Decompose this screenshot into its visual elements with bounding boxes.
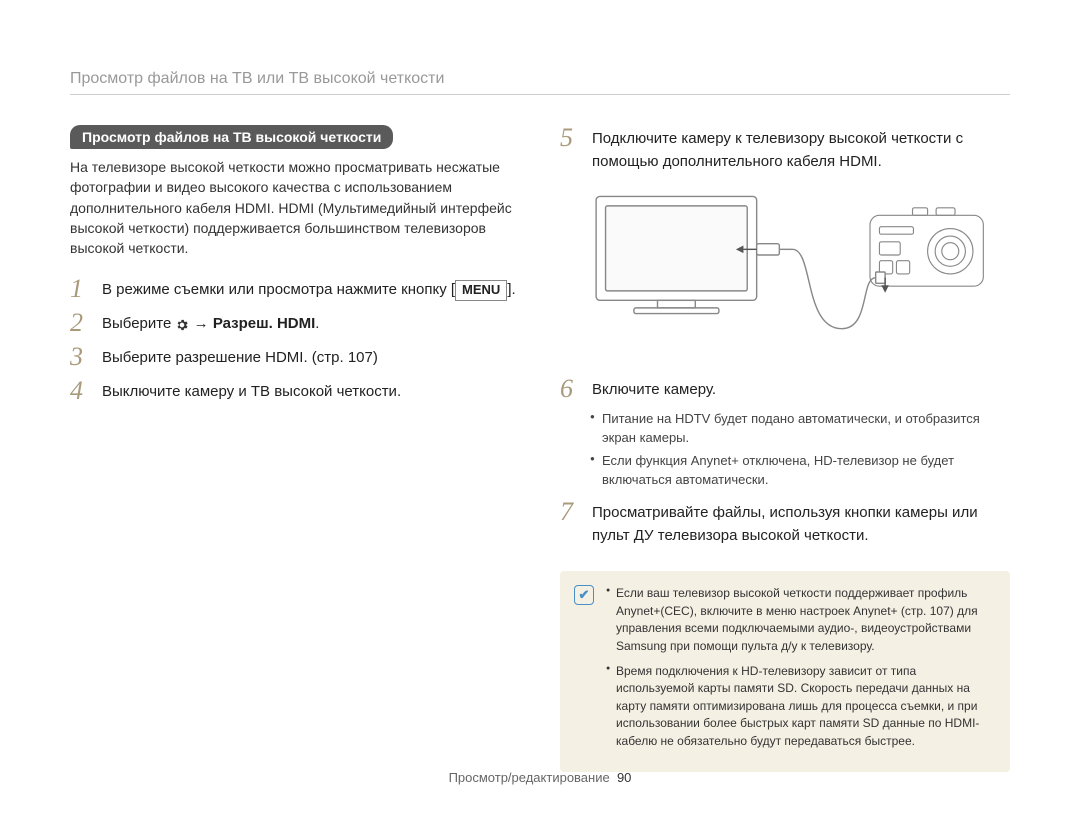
step-number: 3 [70,344,90,370]
step-text: В режиме съемки или просмотра нажмите кн… [102,276,516,302]
section-title-badge: Просмотр файлов на ТВ высокой четкости [70,125,393,149]
right-column: 5 Подключите камеру к телевизору высокой… [560,125,1010,772]
note-box: ✔ Если ваш телевизор высокой четкости по… [560,571,1010,772]
step-number: 4 [70,378,90,404]
step-2-post: . [315,315,319,332]
step-text: Включите камеру. [592,376,716,402]
step-2-pre: Выберите [102,315,175,332]
step-text: Выберите → Разреш. HDMI. [102,310,319,336]
bullet-item: Если функция Anynet+ отключена, HD-телев… [590,452,1010,490]
step-number: 6 [560,376,580,402]
step-text: Просматривайте файлы, используя кнопки к… [592,499,1010,547]
step-text: Выберите разрешение HDMI. (стр. 107) [102,344,378,370]
page-number: 90 [617,770,631,785]
step-1: 1 В режиме съемки или просмотра нажмите … [70,276,520,302]
note-item: Время подключения к HD-телевизору зависи… [606,663,994,750]
step-number: 2 [70,310,90,336]
note-list: Если ваш телевизор высокой четкости подд… [606,585,994,758]
footer-label: Просмотр/редактирование [449,770,610,785]
intro-paragraph: На телевизоре высокой четкости можно про… [70,157,520,258]
info-icon: ✔ [574,585,594,605]
connection-diagram [560,187,1010,357]
page-header: Просмотр файлов на ТВ или ТВ высокой чет… [70,70,1010,95]
step-number: 5 [560,125,580,151]
step-3: 3 Выберите разрешение HDMI. (стр. 107) [70,344,520,370]
step-1-post: . [512,281,516,298]
left-column: Просмотр файлов на ТВ высокой четкости Н… [70,125,520,772]
step-number: 1 [70,276,90,302]
content-columns: Просмотр файлов на ТВ высокой четкости Н… [70,125,1010,772]
step-2: 2 Выберите → Разреш. HDMI. [70,310,520,336]
step-1-pre: В режиме съемки или просмотра нажмите кн… [102,281,451,298]
step-6-bullets: Питание на HDTV будет подано автоматичес… [560,410,1010,489]
step-number: 7 [560,499,580,525]
step-6: 6 Включите камеру. [560,376,1010,402]
note-item: Если ваш телевизор высокой четкости подд… [606,585,994,655]
step-5: 5 Подключите камеру к телевизору высокой… [560,125,1010,173]
step-7: 7 Просматривайте файлы, используя кнопки… [560,499,1010,547]
step-2-bold: Разреш. HDMI [213,315,315,332]
step-4: 4 Выключите камеру и ТВ высокой четкости… [70,378,520,404]
menu-button-label: MENU [455,280,507,300]
step-text: Подключите камеру к телевизору высокой ч… [592,125,1010,173]
page-footer: Просмотр/редактирование 90 [0,770,1080,785]
step-2-arrow: → [194,315,213,332]
bullet-item: Питание на HDTV будет подано автоматичес… [590,410,1010,448]
gear-icon [175,318,189,332]
step-text: Выключите камеру и ТВ высокой четкости. [102,378,401,404]
